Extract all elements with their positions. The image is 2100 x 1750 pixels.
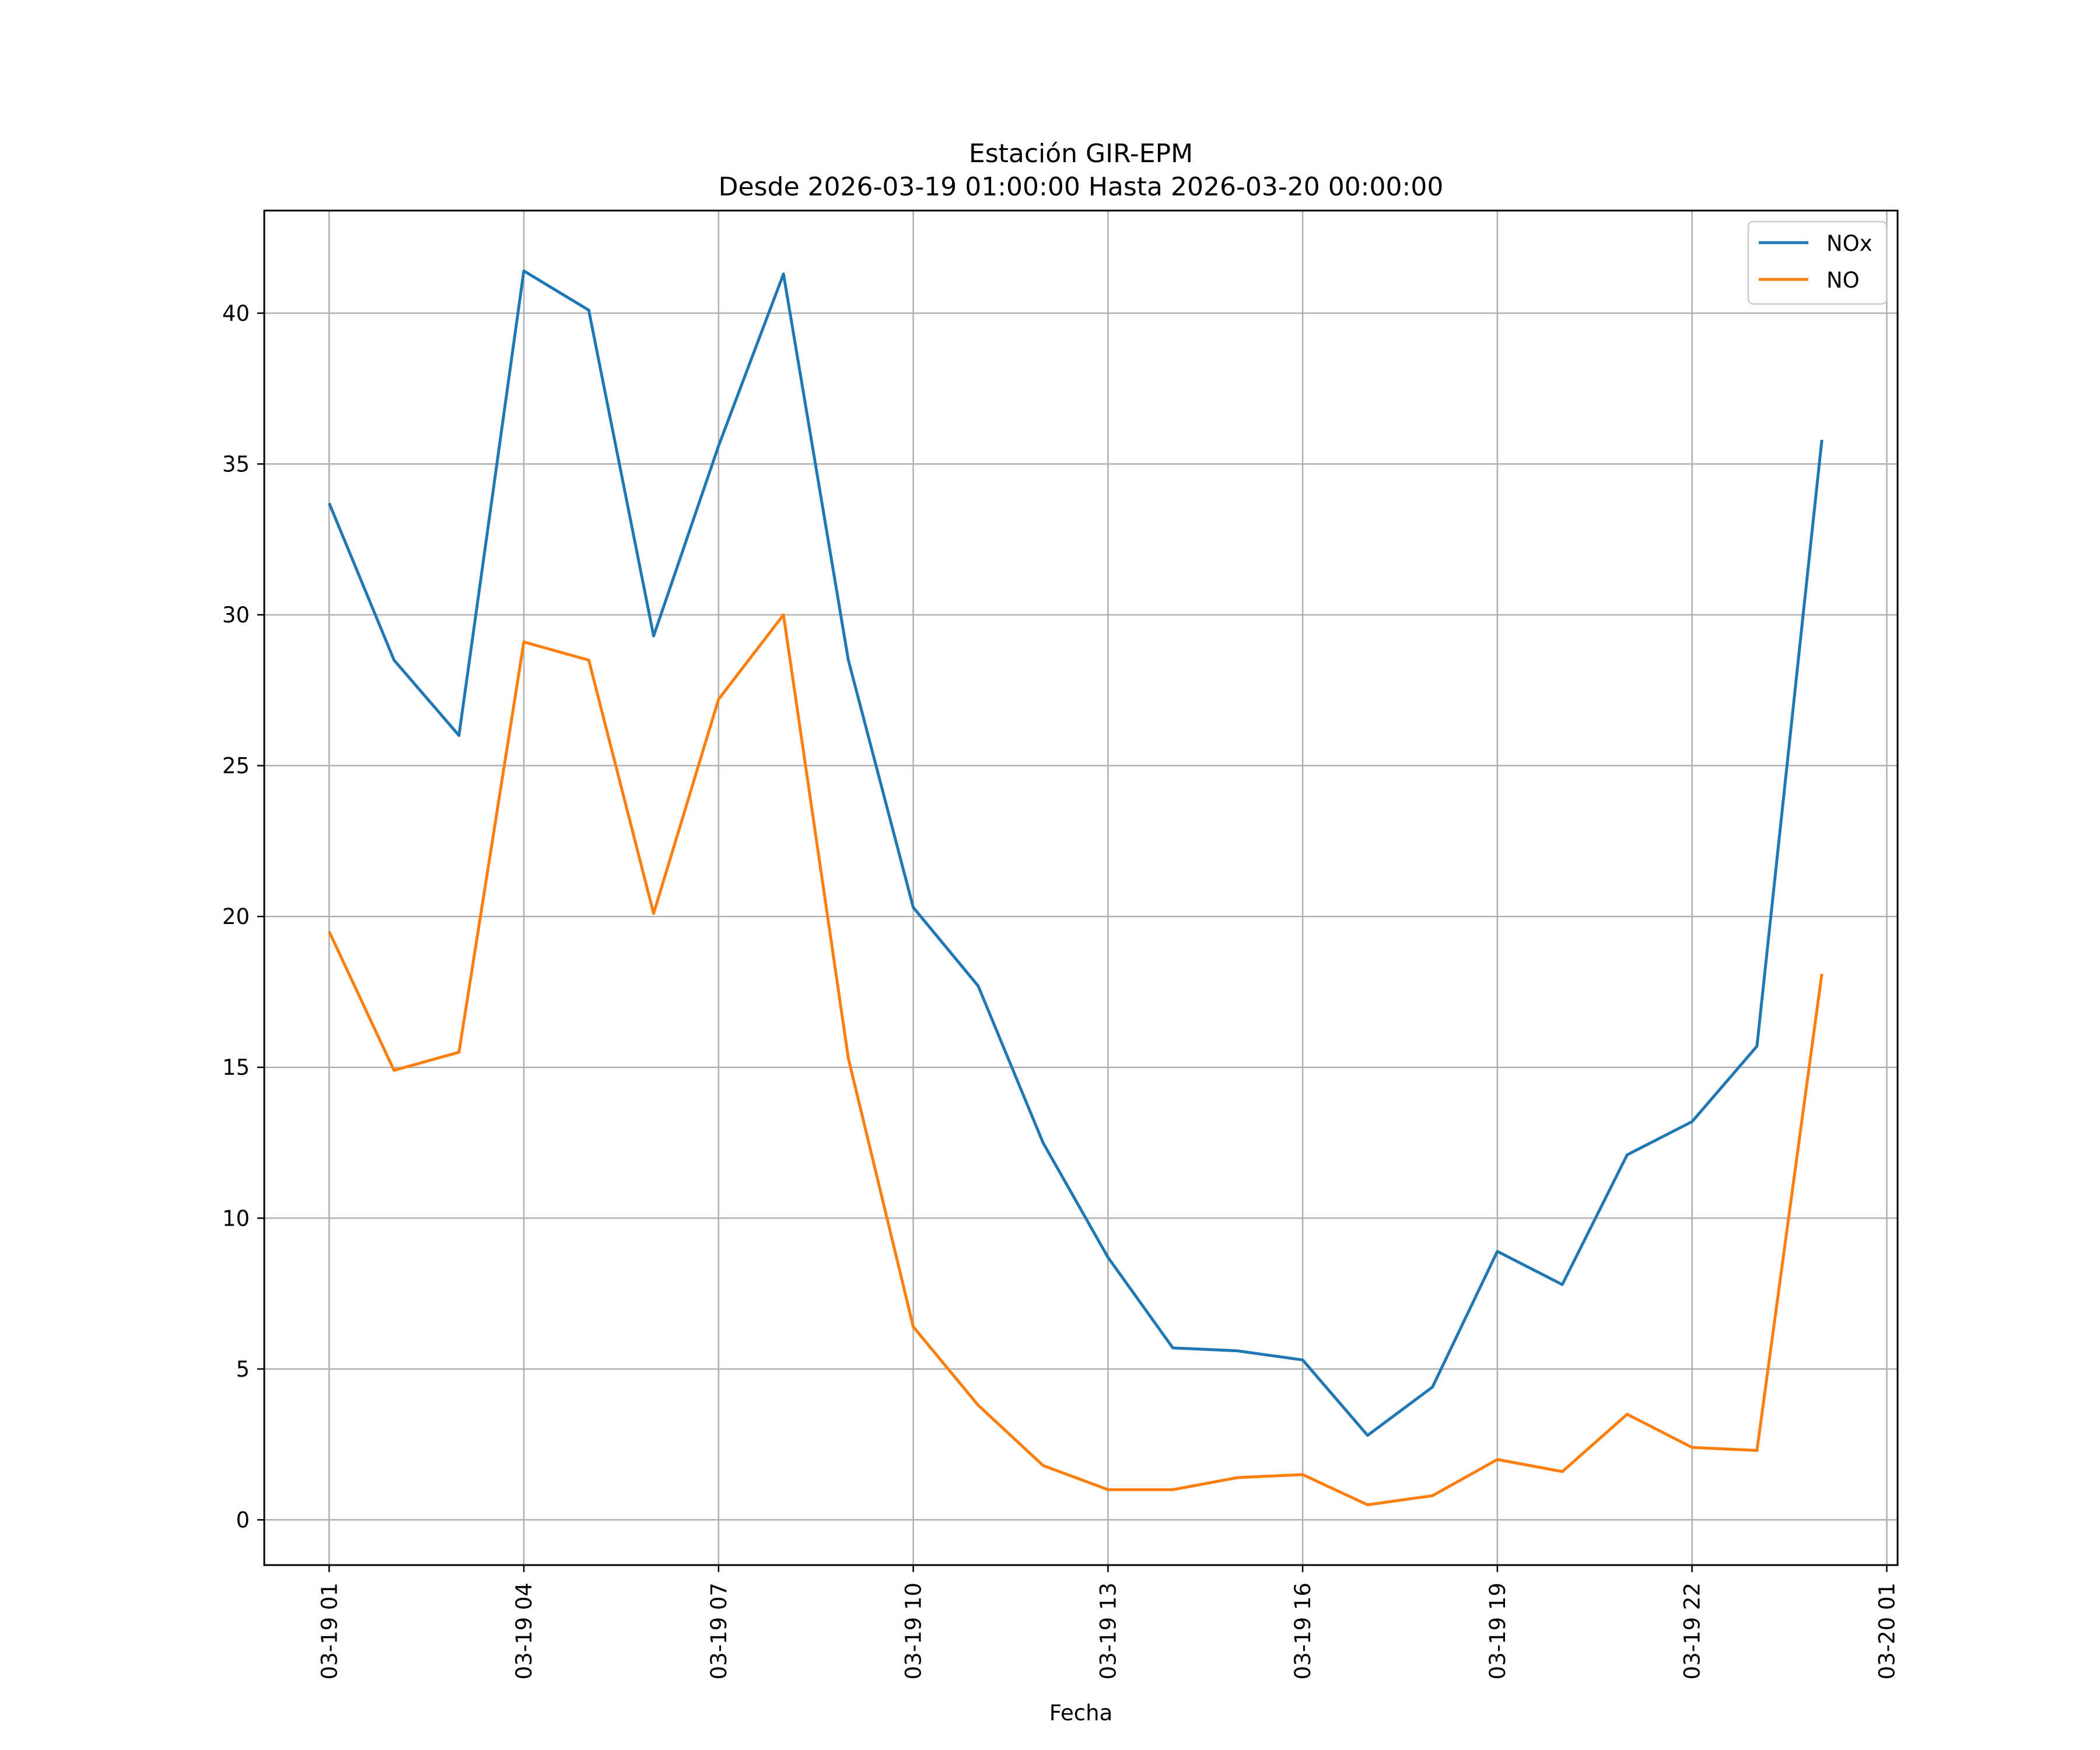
x-tick-label: 03-19 22	[1680, 1583, 1705, 1679]
y-tick-label: 25	[222, 754, 250, 779]
legend-label-nox: NOx	[1826, 231, 1873, 256]
x-tick-label: 03-19 16	[1290, 1583, 1315, 1679]
chart-title: Estación GIR-EPM	[969, 139, 1193, 169]
grid	[264, 211, 1898, 1565]
series-line-nox	[327, 269, 1824, 1437]
y-tick-label: 30	[222, 603, 250, 628]
legend: NOx NO	[1747, 220, 1888, 305]
plot-frame	[263, 209, 1899, 1566]
x-tick-label: 03-19 01	[317, 1583, 342, 1679]
x-tick-label: 03-20 01	[1874, 1583, 1899, 1679]
x-tick-label: 03-19 19	[1485, 1583, 1510, 1679]
legend-label-no: NO	[1826, 268, 1860, 293]
x-tick-label: 03-19 13	[1096, 1583, 1121, 1679]
x-tick-label: 03-19 10	[901, 1583, 926, 1679]
x-axis-label: Fecha	[1049, 1700, 1113, 1726]
y-tick-label: 20	[222, 904, 250, 929]
series-lines	[327, 269, 1824, 1507]
chart-subtitle: Desde 2026-03-19 01:00:00 Hasta 2026-03-…	[719, 172, 1444, 202]
y-tick-label: 40	[222, 301, 250, 326]
y-tick-label: 10	[222, 1206, 250, 1231]
y-tick-label: 0	[236, 1507, 250, 1532]
x-tick-label: 03-19 07	[706, 1583, 732, 1679]
y-axis: 0 5 10 15 20 25 30 35 40	[222, 301, 264, 1532]
y-tick-label: 35	[222, 452, 250, 477]
series-line-no	[328, 613, 1824, 1507]
x-tick-label: 03-19 04	[512, 1583, 537, 1679]
y-tick-label: 15	[222, 1055, 250, 1080]
x-axis: 03-19 01 03-19 04 03-19 07 03-19 10 03-19 13…	[317, 1565, 1899, 1679]
y-tick-label: 5	[236, 1357, 250, 1382]
